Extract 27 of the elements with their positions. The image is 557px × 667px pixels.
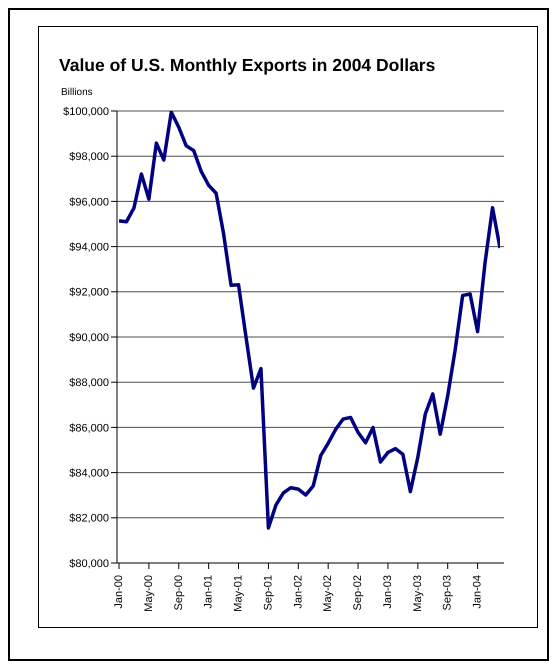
line-series [119, 111, 500, 530]
y-tick-label: $100,000 [63, 106, 109, 118]
y-tick-label: $92,000 [69, 286, 109, 299]
x-tick-label: Sep-02 [352, 575, 364, 610]
y-tick-label: $98,000 [69, 151, 109, 164]
y-tick-label: $80,000 [69, 558, 109, 570]
x-tick-label: May-03 [412, 575, 424, 612]
y-tick-label: $86,000 [69, 422, 109, 434]
x-tick-label: Sep-03 [442, 575, 454, 610]
x-tick-label: Jan-03 [382, 575, 394, 609]
y-tick-label: $94,000 [69, 242, 109, 254]
x-tick-label: May-02 [322, 575, 334, 612]
y-tick-label: $88,000 [69, 377, 109, 390]
y-tick-label: $90,000 [69, 332, 109, 344]
x-tick-label: Jan-02 [292, 575, 304, 609]
y-axis-title: Billions [61, 87, 93, 98]
chart-title: Value of U.S. Monthly Exports in 2004 Dollars [59, 55, 436, 76]
y-tick-label: $84,000 [69, 468, 109, 480]
y-tick-label: $96,000 [69, 196, 109, 208]
x-tick-label: Jan-04 [472, 575, 484, 609]
x-tick-label: Jan-00 [113, 575, 125, 609]
x-tick-label: Jan-01 [202, 575, 215, 609]
x-tick-label: May-00 [142, 575, 155, 612]
x-tick-label: Sep-00 [172, 575, 185, 610]
x-tick-label: Sep-01 [262, 575, 274, 610]
y-tick-label: $82,000 [69, 512, 109, 525]
x-tick-label: May-01 [232, 575, 245, 612]
